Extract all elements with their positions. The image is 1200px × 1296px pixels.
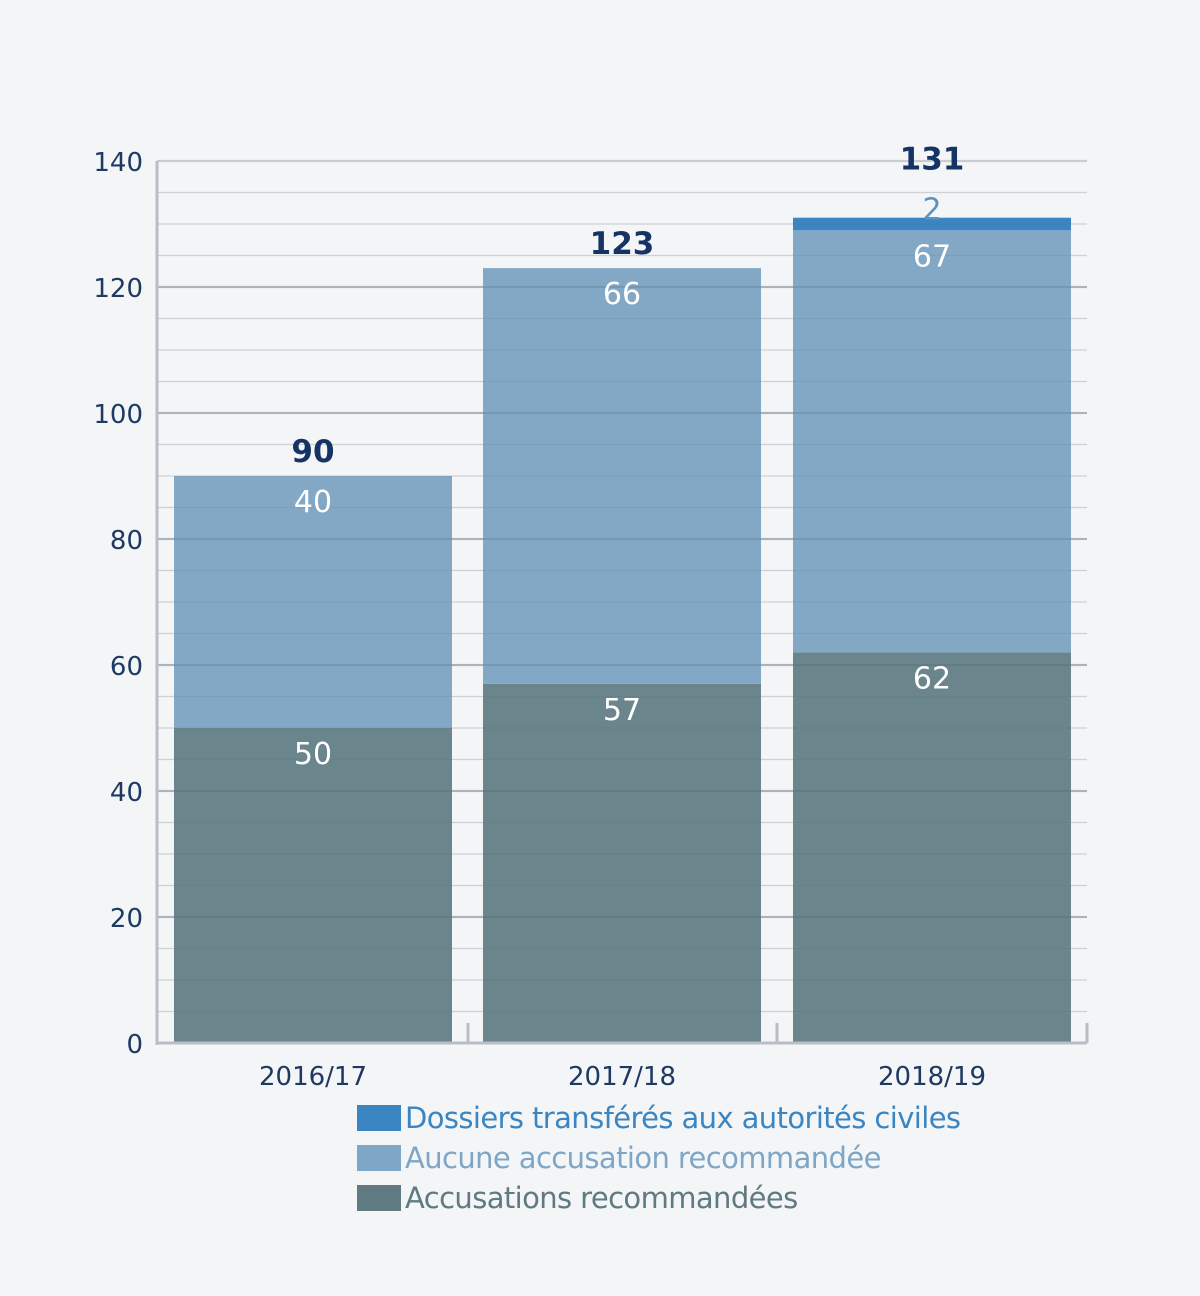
bar-segment <box>793 230 1071 653</box>
total-value-label: 131 <box>900 142 965 178</box>
legend-item-transferred: Dossiers transférés aux autorités civile… <box>357 1098 961 1138</box>
y-tick-label: 120 <box>93 274 143 304</box>
bar-segment <box>483 268 761 684</box>
y-tick-label: 80 <box>110 526 143 556</box>
segment-value-label: 2 <box>922 193 941 228</box>
bar-segment <box>793 652 1071 1043</box>
legend-label-no-charges: Aucune accusation recommandée <box>405 1141 881 1175</box>
segment-value-label: 67 <box>913 239 951 274</box>
legend: Dossiers transférés aux autorités civile… <box>357 1098 961 1218</box>
legend-label-charges: Accusations recommandées <box>405 1181 798 1215</box>
legend-swatch-no-charges <box>357 1145 401 1171</box>
y-tick-label: 100 <box>93 400 143 430</box>
legend-label-transferred: Dossiers transférés aux autorités civile… <box>405 1101 961 1135</box>
x-tick-label: 2016/17 <box>259 1062 367 1092</box>
x-tick-label: 2018/19 <box>878 1062 986 1092</box>
legend-item-charges: Accusations recommandées <box>357 1178 960 1218</box>
total-value-label: 123 <box>590 226 655 262</box>
segment-value-label: 66 <box>603 277 641 312</box>
y-tick-label: 20 <box>110 904 143 934</box>
bar-segment <box>174 728 452 1043</box>
y-tick-label: 140 <box>93 148 143 178</box>
segment-value-label: 50 <box>294 737 332 772</box>
segment-value-label: 40 <box>294 485 332 520</box>
legend-item-no-charges: Aucune accusation recommandée <box>357 1138 960 1178</box>
x-tick-label: 2017/18 <box>568 1062 676 1092</box>
bars <box>157 191 1087 1043</box>
y-tick-label: 40 <box>110 778 143 808</box>
segment-value-label: 57 <box>603 693 641 728</box>
y-tick-label: 0 <box>126 1030 143 1060</box>
total-value-label: 90 <box>291 434 334 470</box>
data-labels: 50 40 57 66 62 67 2 90 123 131 <box>291 142 964 772</box>
bar-segment <box>483 683 761 1043</box>
legend-swatch-transferred <box>357 1105 401 1131</box>
axes: 0 20 40 60 80 100 120 140 2016/17 2017/18 2018/19 <box>93 148 1089 1092</box>
bar-segment <box>174 476 452 728</box>
bar-segment <box>793 217 1071 231</box>
y-tick-label: 60 <box>110 652 143 682</box>
segment-value-label: 62 <box>913 661 951 696</box>
legend-swatch-charges <box>357 1185 401 1211</box>
